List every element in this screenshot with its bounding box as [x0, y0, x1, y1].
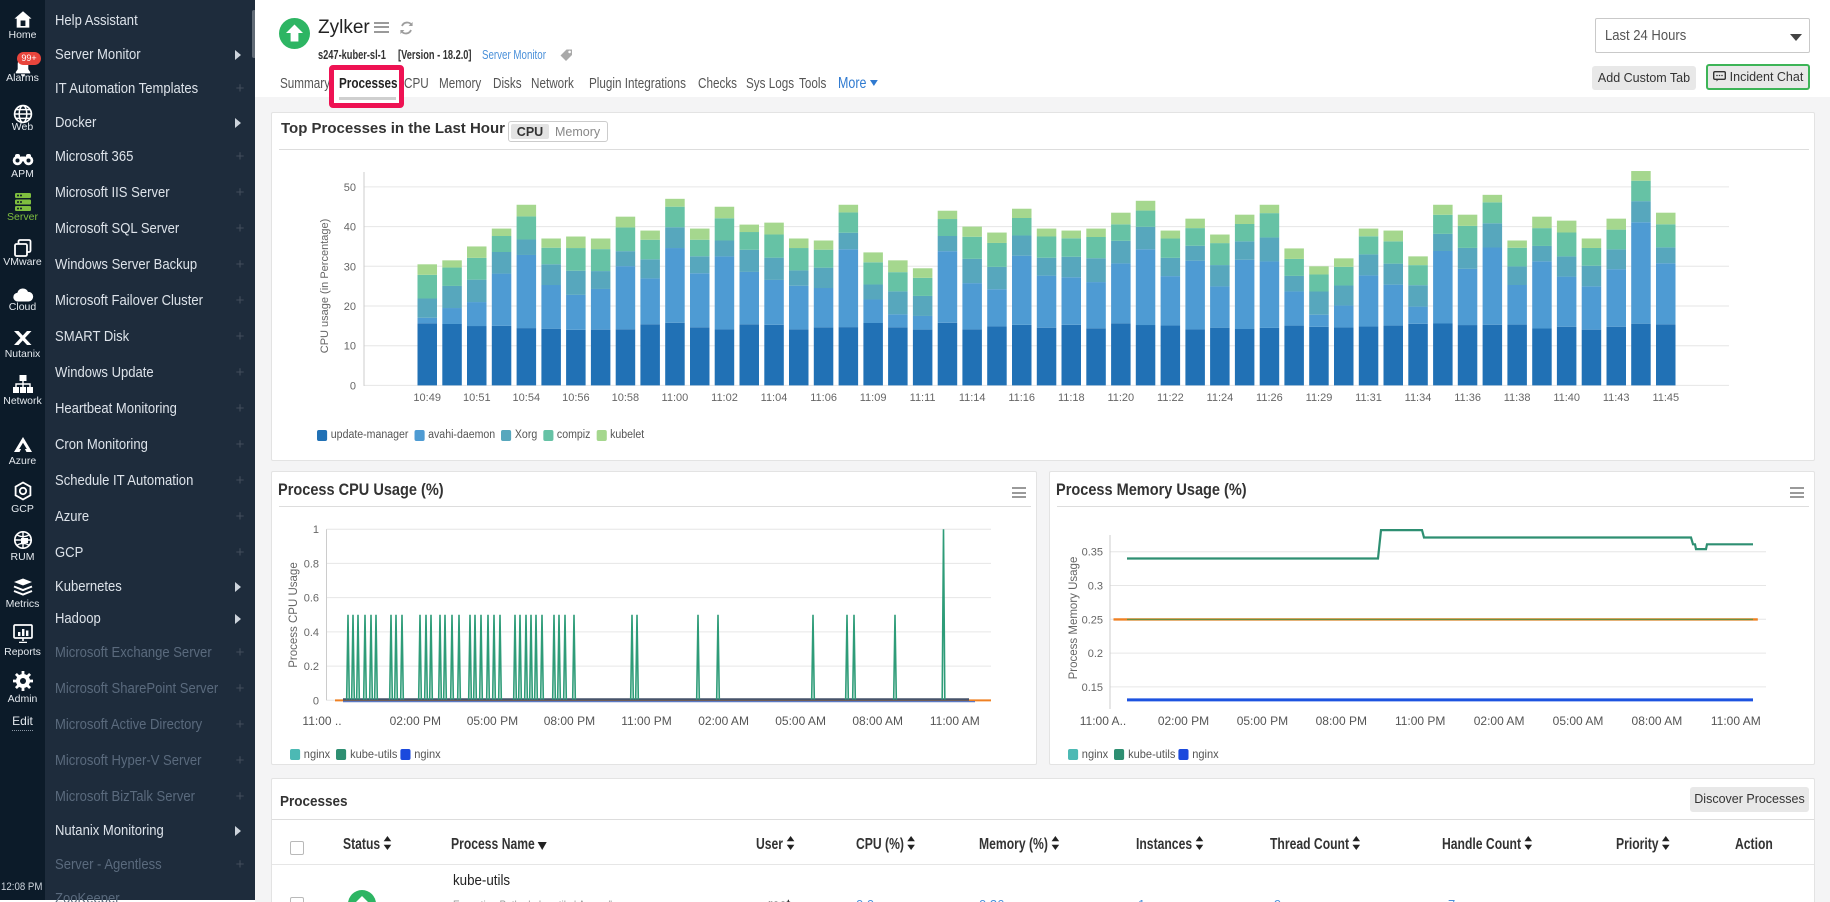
svg-text:0.2: 0.2: [1088, 648, 1103, 660]
svg-text:11:18: 11:18: [1058, 392, 1085, 404]
svg-text:11:38: 11:38: [1504, 392, 1531, 404]
svg-text:11:00 ..: 11:00 ..: [302, 714, 341, 728]
svg-text:Process Memory Usage: Process Memory Usage: [1068, 557, 1080, 680]
svg-text:0.25: 0.25: [1082, 614, 1103, 626]
svg-text:11:00 AM: 11:00 AM: [930, 714, 980, 728]
svg-text:11:45: 11:45: [1652, 392, 1679, 404]
svg-text:20: 20: [344, 301, 356, 313]
svg-text:11:02: 11:02: [711, 392, 738, 404]
svg-text:05:00 AM: 05:00 AM: [1553, 714, 1604, 728]
svg-text:02:00 AM: 02:00 AM: [698, 714, 749, 728]
svg-text:Process CPU Usage: Process CPU Usage: [288, 562, 300, 667]
svg-text:08:00 PM: 08:00 PM: [544, 714, 595, 728]
svg-text:08:00 AM: 08:00 AM: [852, 714, 903, 728]
svg-text:11:24: 11:24: [1207, 392, 1234, 404]
svg-text:10:54: 10:54: [513, 392, 541, 404]
svg-text:10:56: 10:56: [562, 392, 590, 404]
svg-text:05:00 AM: 05:00 AM: [775, 714, 826, 728]
svg-text:0.35: 0.35: [1082, 547, 1103, 559]
svg-text:0.2: 0.2: [304, 661, 319, 673]
svg-text:11:31: 11:31: [1355, 392, 1382, 404]
svg-text:11:00 A..: 11:00 A..: [1080, 714, 1126, 728]
svg-text:05:00 PM: 05:00 PM: [1237, 714, 1288, 728]
svg-text:11:04: 11:04: [761, 392, 788, 404]
svg-text:11:00: 11:00: [662, 392, 689, 404]
svg-text:11:40: 11:40: [1553, 392, 1580, 404]
svg-text:10: 10: [344, 341, 356, 353]
svg-text:02:00 AM: 02:00 AM: [1474, 714, 1525, 728]
svg-text:0: 0: [350, 380, 356, 392]
svg-text:11:09: 11:09: [860, 392, 887, 404]
svg-text:10:49: 10:49: [413, 392, 441, 404]
svg-text:11:11: 11:11: [910, 392, 936, 404]
svg-text:0.3: 0.3: [1088, 581, 1103, 593]
svg-text:0.6: 0.6: [304, 593, 319, 605]
svg-text:11:00 PM: 11:00 PM: [1395, 714, 1445, 728]
svg-text:10:51: 10:51: [463, 392, 491, 404]
svg-text:11:16: 11:16: [1008, 392, 1035, 404]
svg-text:30: 30: [344, 261, 356, 273]
svg-text:05:00 PM: 05:00 PM: [467, 714, 518, 728]
svg-text:10:58: 10:58: [612, 392, 640, 404]
svg-text:11:43: 11:43: [1603, 392, 1630, 404]
svg-text:11:14: 11:14: [959, 392, 986, 404]
svg-text:11:36: 11:36: [1454, 392, 1481, 404]
svg-text:02:00 PM: 02:00 PM: [390, 714, 441, 728]
svg-text:1: 1: [313, 524, 319, 536]
svg-text:11:20: 11:20: [1107, 392, 1134, 404]
svg-text:11:06: 11:06: [810, 392, 837, 404]
svg-text:0.15: 0.15: [1082, 682, 1103, 694]
svg-text:0.8: 0.8: [304, 558, 319, 570]
svg-text:08:00 AM: 08:00 AM: [1632, 714, 1683, 728]
svg-text:11:26: 11:26: [1256, 392, 1283, 404]
svg-text:0: 0: [313, 695, 319, 707]
svg-text:02:00 PM: 02:00 PM: [1158, 714, 1209, 728]
svg-text:11:22: 11:22: [1157, 392, 1184, 404]
svg-text:11:29: 11:29: [1306, 392, 1333, 404]
svg-text:50: 50: [344, 182, 356, 194]
svg-text:11:00 PM: 11:00 PM: [621, 714, 671, 728]
svg-text:0.4: 0.4: [304, 627, 319, 639]
svg-text:CPU usage (in Percentage): CPU usage (in Percentage): [319, 219, 331, 354]
svg-text:11:00 AM: 11:00 AM: [1711, 714, 1761, 728]
svg-text:11:34: 11:34: [1405, 392, 1432, 404]
svg-text:08:00 PM: 08:00 PM: [1316, 714, 1367, 728]
svg-text:40: 40: [344, 222, 356, 234]
